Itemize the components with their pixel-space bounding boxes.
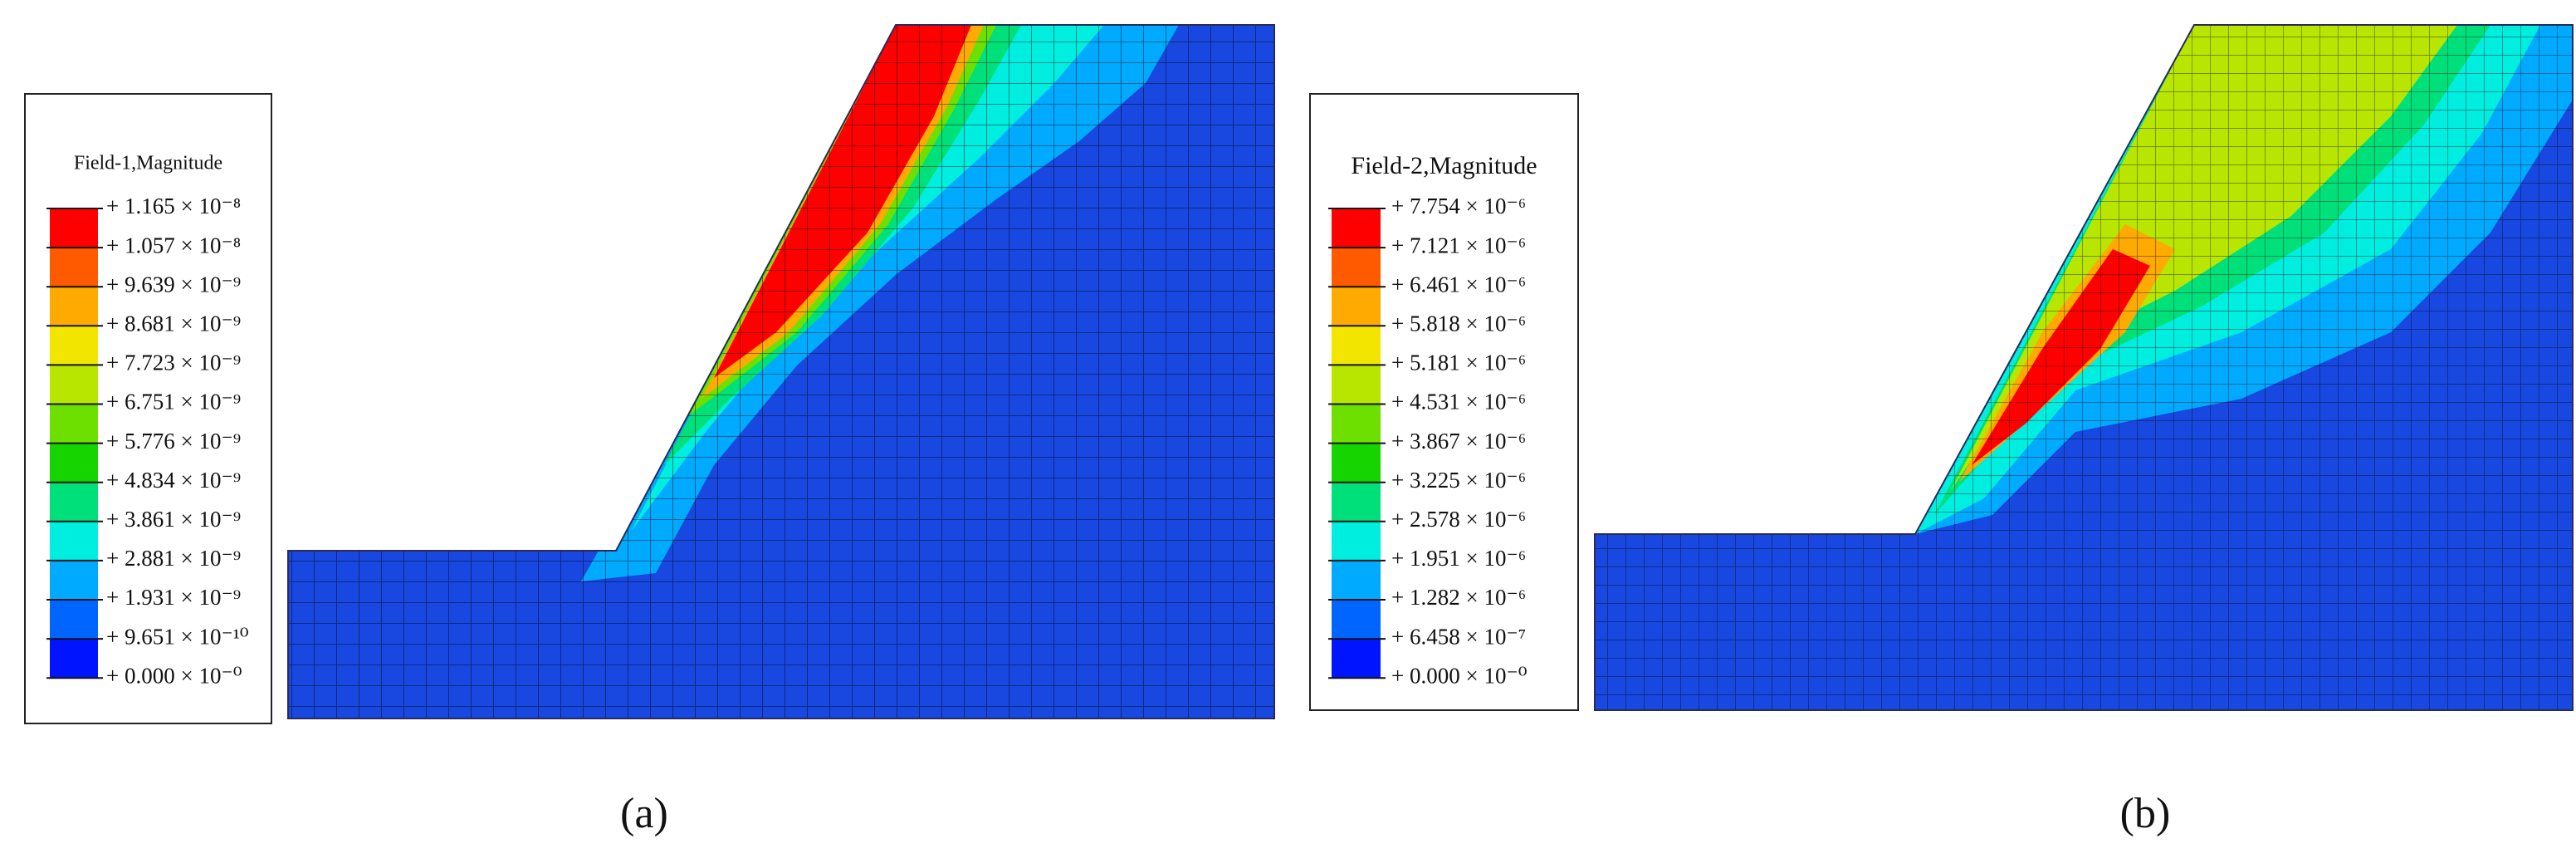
legend-swatch (50, 443, 98, 483)
legend-label: + 3.861 × 10⁻⁹ (106, 507, 241, 532)
mesh-grid (288, 25, 1274, 718)
legend-label: + 9.639 × 10⁻⁹ (106, 272, 241, 297)
legend-swatch (1332, 404, 1381, 444)
mesh-grid (1595, 25, 2573, 710)
legend-label: + 9.651 × 10⁻¹⁰ (106, 624, 249, 649)
legend-swatch (50, 287, 98, 326)
legend-label: + 1.165 × 10⁻⁸ (106, 194, 241, 218)
legend-swatch (1332, 521, 1381, 561)
panel: Field-2,Magnitude + 7.754 × 10⁻⁶ + 7.121 ×… (1309, 24, 2574, 837)
legend-label: + 7.121 × 10⁻⁶ (1391, 233, 1526, 257)
legend-swatch (50, 560, 98, 600)
legend-swatch (50, 326, 98, 365)
legend-swatch (1332, 365, 1381, 405)
legend-swatch (50, 600, 98, 640)
legend-label: + 8.681 × 10⁻⁹ (106, 311, 241, 336)
legend-swatch (50, 208, 98, 248)
legend-label: + 1.282 × 10⁻⁶ (1391, 585, 1526, 610)
legend-swatch (50, 521, 98, 561)
legend-label: + 5.818 × 10⁻⁶ (1391, 311, 1526, 336)
legend-label: + 2.881 × 10⁻⁹ (106, 546, 241, 571)
legend-label: + 6.461 × 10⁻⁶ (1391, 272, 1526, 297)
legend-swatch (50, 639, 98, 679)
legend-label: + 4.834 × 10⁻⁹ (106, 468, 241, 493)
legend-swatch (50, 365, 98, 405)
legend-label: + 5.181 × 10⁻⁶ (1391, 351, 1526, 375)
legend-swatch (1332, 248, 1381, 287)
legend-label: + 6.751 × 10⁻⁹ (106, 390, 241, 414)
legend-label: + 3.867 × 10⁻⁶ (1391, 429, 1526, 454)
legend-swatch (50, 248, 98, 287)
legend-label: + 0.000 × 10⁻⁰ (1391, 663, 1528, 688)
mesh-outline (287, 24, 1275, 719)
legend-swatch (1332, 443, 1381, 483)
legend-swatch (1332, 482, 1381, 522)
caption: (a) (620, 790, 668, 837)
legend-label: + 6.458 × 10⁻⁷ (1391, 624, 1526, 649)
legend-swatch (50, 482, 98, 522)
legend-swatch (50, 404, 98, 444)
legend-label: + 2.578 × 10⁻⁶ (1391, 507, 1526, 532)
legend-label: + 1.951 × 10⁻⁶ (1391, 546, 1526, 571)
caption: (b) (2120, 790, 2171, 837)
mesh-outline (1594, 24, 2574, 711)
legend-swatch (1332, 639, 1381, 679)
legend-label: + 3.225 × 10⁻⁶ (1391, 468, 1526, 493)
legend-label: + 0.000 × 10⁻⁰ (106, 663, 242, 688)
legend-title: Field-1,Magnitude (74, 153, 222, 174)
legend-swatch (1332, 600, 1381, 640)
legend-label: + 4.531 × 10⁻⁶ (1391, 390, 1526, 414)
legend-label: + 7.754 × 10⁻⁶ (1391, 194, 1526, 218)
legend-label: + 1.931 × 10⁻⁹ (106, 585, 241, 610)
legend-label: + 7.723 × 10⁻⁹ (106, 351, 241, 375)
legend-title: Field-2,Magnitude (1351, 152, 1537, 179)
legend-label: + 5.776 × 10⁻⁹ (106, 429, 241, 454)
legend-swatch (1332, 326, 1381, 365)
legend-label: + 1.057 × 10⁻⁸ (106, 233, 241, 257)
legend-swatch (1332, 560, 1381, 600)
panel: Field-1,Magnitude + 1.165 × 10⁻⁸ + 1.057 ×… (24, 24, 1275, 837)
legend-swatch (1332, 208, 1381, 248)
legend-swatch (1332, 287, 1381, 326)
